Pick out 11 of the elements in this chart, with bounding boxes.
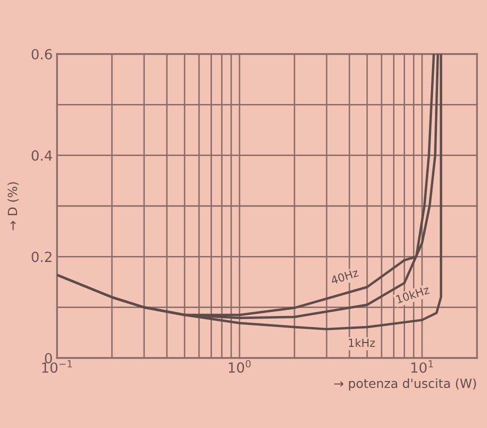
y-tick-label: 0 xyxy=(44,352,52,364)
text: 40Hz xyxy=(330,268,359,285)
y-tick-label: 0.4 xyxy=(32,150,52,161)
x-axis-title: → potenza d'uscita (W) xyxy=(334,378,476,390)
y-tick-label: 0.2 xyxy=(32,252,52,262)
x-tick-label: 10$^{1}$ xyxy=(411,360,433,373)
y-tick-label: 0.6 xyxy=(32,48,52,60)
text: 10kHz xyxy=(396,285,430,304)
x-tick-label: 10$^{0}$ xyxy=(228,360,251,373)
series-label: 1kHz xyxy=(348,338,375,347)
y-axis-title: → D (%) xyxy=(8,182,19,230)
